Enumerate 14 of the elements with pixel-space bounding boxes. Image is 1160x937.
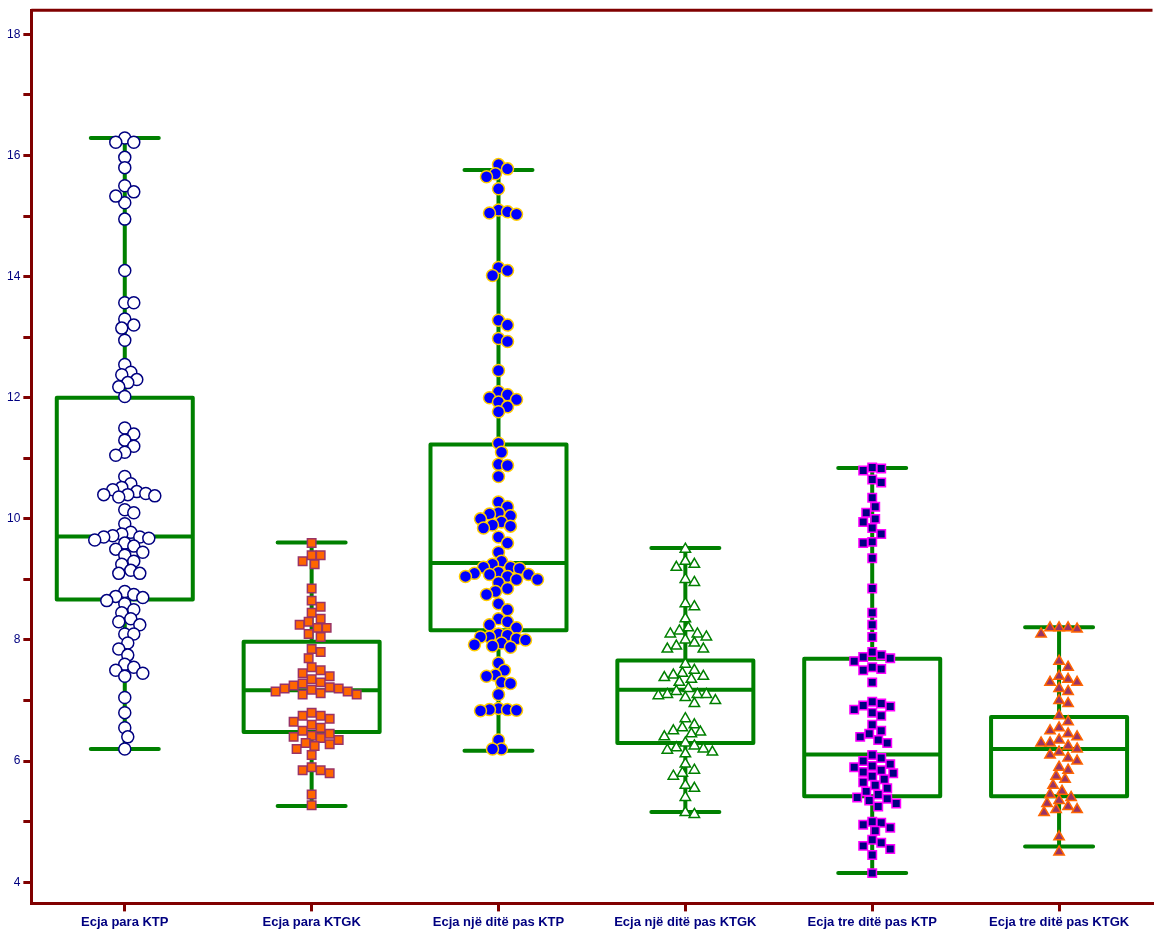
x-tick-label: Ecja një ditë pas KTGK [614, 913, 758, 929]
x-tick-label: Ecja para KTGK [262, 913, 362, 929]
y-tick-label: 14 [6, 268, 21, 283]
y-tick-label: 4 [13, 874, 21, 889]
y-tick-label: 10 [6, 511, 21, 526]
y-tick-label: 12 [6, 390, 21, 405]
y-tick-label: 8 [13, 632, 21, 647]
y-tick-label: 16 [6, 147, 21, 162]
x-tick-label: Ecja tre ditë pas KTP [807, 913, 938, 929]
y-tick-label: 6 [13, 753, 21, 768]
y-tick-label: 18 [6, 26, 21, 41]
x-tick-label: Ecja një ditë pas KTP [432, 913, 565, 929]
x-tick-label: Ecja tre ditë pas KTGK [988, 913, 1130, 929]
x-tick-label: Ecja para KTP [81, 913, 169, 929]
